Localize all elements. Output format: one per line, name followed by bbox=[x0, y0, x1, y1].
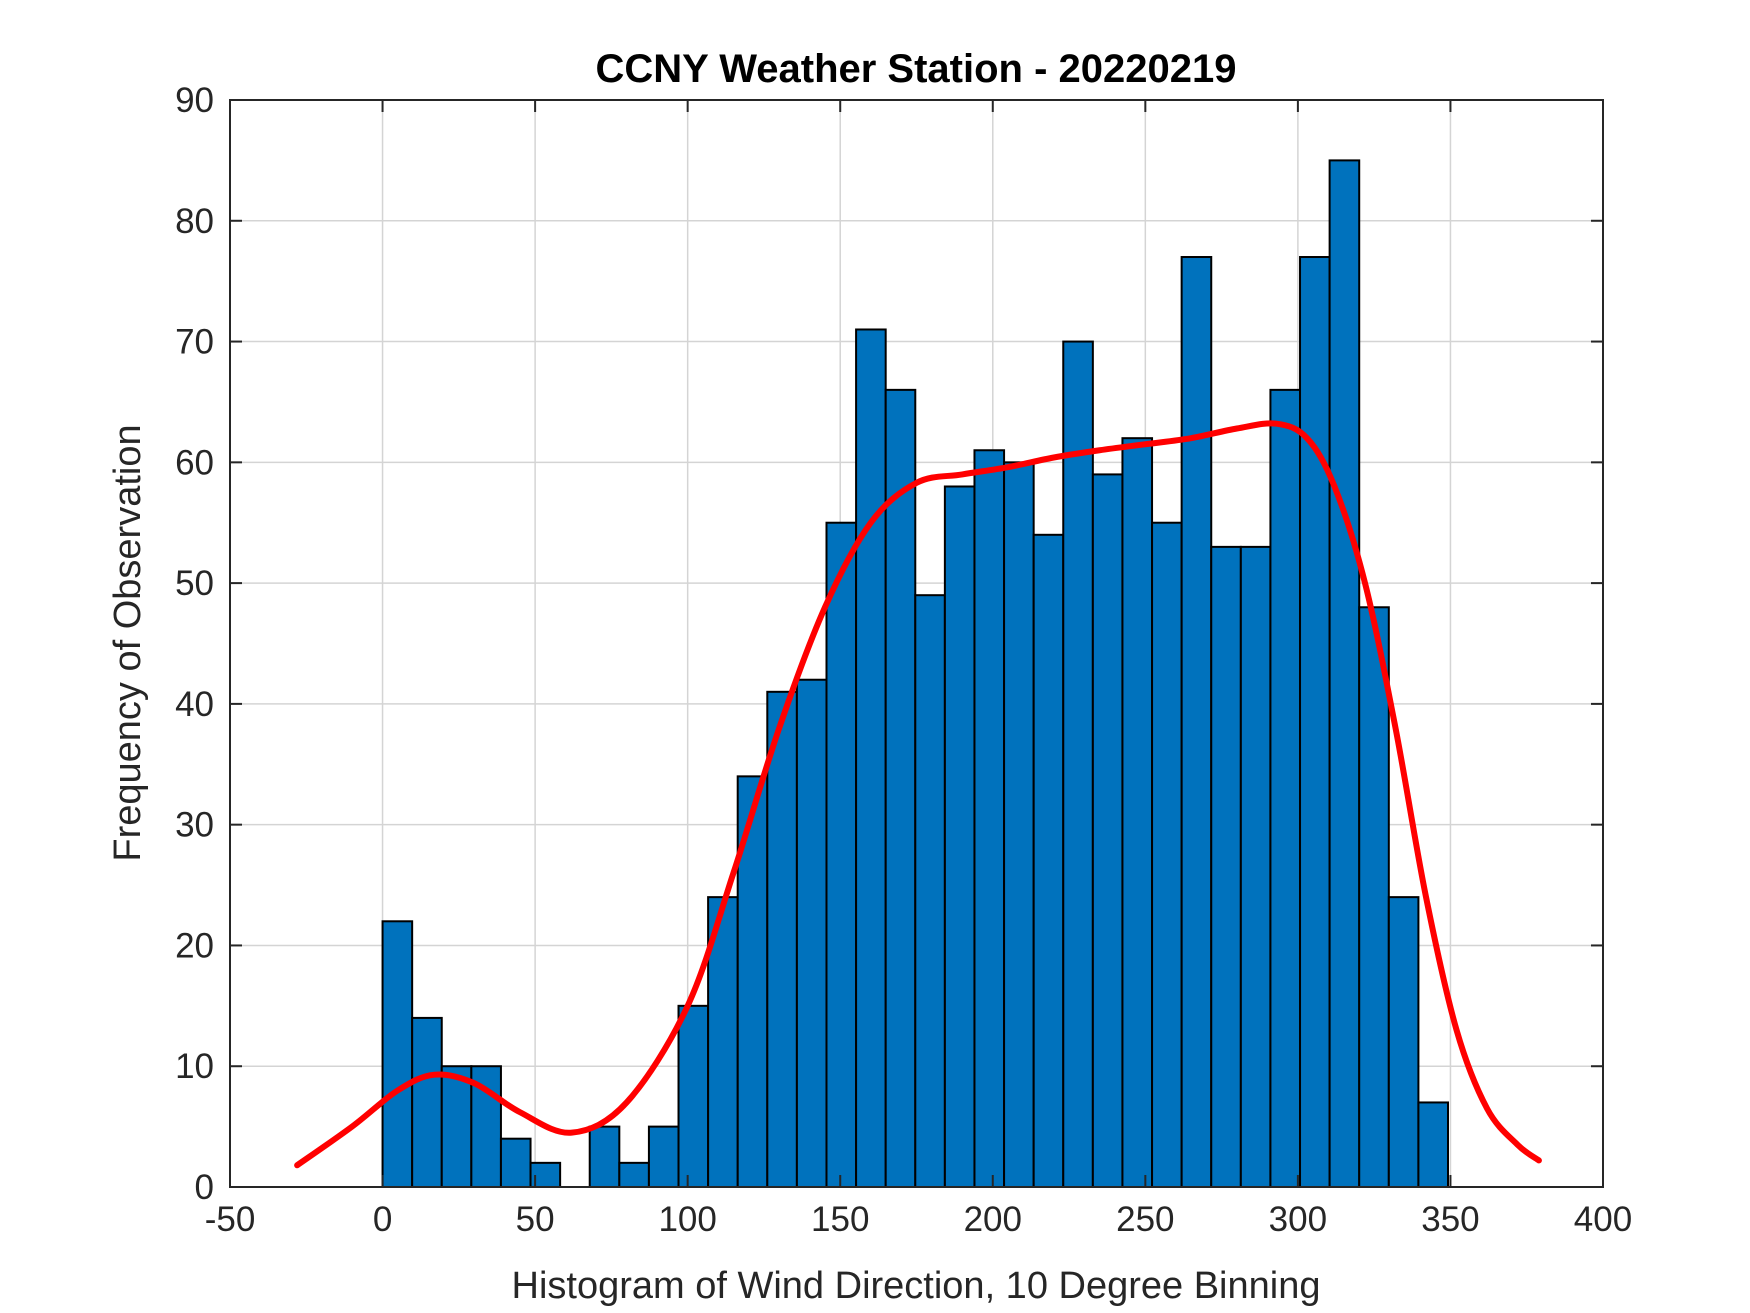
histogram-bar bbox=[677, 1004, 710, 1188]
histogram-bar bbox=[470, 1065, 502, 1188]
x-axis-label: Histogram of Wind Direction, 10 Degree B… bbox=[512, 1265, 1321, 1307]
x-tick-label: 200 bbox=[964, 1200, 1022, 1239]
histogram-bar bbox=[1091, 473, 1124, 1188]
y-tick-label: 60 bbox=[175, 443, 214, 482]
histogram-bar bbox=[411, 1016, 443, 1189]
histogram-bar bbox=[1121, 437, 1154, 1188]
x-tick-label: 250 bbox=[1116, 1200, 1174, 1239]
x-tick-label: 350 bbox=[1421, 1200, 1479, 1239]
x-tick-label: 400 bbox=[1574, 1200, 1632, 1239]
histogram-bar bbox=[618, 1161, 650, 1189]
histogram-bar bbox=[1328, 159, 1361, 1188]
x-tick-label: -50 bbox=[205, 1200, 256, 1239]
y-tick-label: 80 bbox=[175, 202, 214, 241]
histogram-bar bbox=[943, 485, 976, 1188]
histogram-bar bbox=[1299, 256, 1331, 1188]
y-tick-label: 10 bbox=[175, 1047, 214, 1086]
x-tick-label: 0 bbox=[373, 1200, 392, 1239]
histogram-bar bbox=[795, 678, 828, 1188]
histogram-bar bbox=[381, 920, 414, 1188]
histogram-bar bbox=[1032, 533, 1065, 1188]
x-tick-label: 50 bbox=[516, 1200, 555, 1239]
histogram-bar bbox=[884, 388, 917, 1189]
y-tick-label: 0 bbox=[195, 1168, 214, 1207]
histogram-bars bbox=[381, 159, 1450, 1189]
density-curve bbox=[294, 420, 1542, 1169]
histogram-bar bbox=[973, 449, 1006, 1188]
chart-title: CCNY Weather Station - 20220219 bbox=[596, 47, 1237, 91]
plot-frame bbox=[229, 99, 1604, 1188]
histogram-bar bbox=[914, 594, 946, 1188]
histogram-bar bbox=[440, 1065, 473, 1188]
histogram-bar bbox=[1210, 545, 1242, 1188]
histogram-bar bbox=[1387, 896, 1420, 1189]
histogram-bar bbox=[1417, 1101, 1450, 1189]
histogram-bar bbox=[1239, 545, 1272, 1188]
histogram-bar bbox=[1358, 606, 1390, 1188]
x-tick-label: 150 bbox=[811, 1200, 869, 1239]
y-tick-label: 30 bbox=[175, 806, 214, 845]
histogram-bar bbox=[1062, 340, 1094, 1188]
y-axis-label: Frequency of Observation bbox=[107, 424, 149, 861]
x-tick-label: 100 bbox=[658, 1200, 716, 1239]
histogram-bar bbox=[1180, 256, 1213, 1188]
y-tick-label: 20 bbox=[175, 926, 214, 965]
y-tick-label: 40 bbox=[175, 685, 214, 724]
histogram-bar bbox=[588, 1125, 621, 1188]
y-tick-label: 90 bbox=[175, 81, 214, 120]
histogram-bar bbox=[766, 690, 798, 1188]
x-tick-label: 300 bbox=[1269, 1200, 1327, 1239]
axis-ticks: -50 0 50 100 150 200 250 300 350 4000102030405060… bbox=[175, 81, 1632, 1239]
histogram-bar bbox=[647, 1125, 680, 1188]
histogram-bar bbox=[1269, 388, 1302, 1189]
y-tick-label: 50 bbox=[175, 564, 214, 603]
density-curve-layer bbox=[294, 420, 1542, 1169]
histogram-bar bbox=[855, 328, 887, 1188]
y-tick-label: 70 bbox=[175, 323, 214, 362]
histogram-bar bbox=[825, 521, 858, 1188]
histogram-bar bbox=[499, 1137, 532, 1188]
histogram-bar bbox=[1151, 521, 1183, 1188]
histogram-bar bbox=[1003, 461, 1035, 1189]
